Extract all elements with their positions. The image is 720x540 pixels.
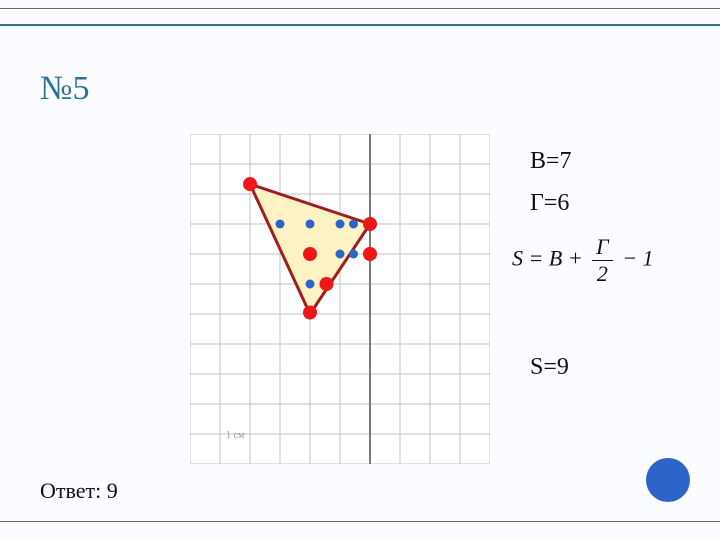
formula-frac-den: 2 (592, 260, 613, 287)
grid-svg: 1 см (190, 134, 490, 464)
formula-fraction: Г 2 (592, 234, 613, 287)
formula: S = B + Г 2 − 1 (512, 234, 654, 287)
formula-frac-num: Г (592, 234, 613, 260)
page-title: №5 (40, 70, 89, 108)
answer-label: Ответ: (40, 478, 101, 503)
formula-B: B (549, 246, 562, 271)
svg-text:1 см: 1 см (226, 430, 245, 441)
label-B: В=7 (530, 148, 572, 175)
label-G: Г=6 (530, 190, 569, 217)
top-rule (0, 8, 720, 9)
formula-eq: = (529, 246, 544, 271)
answer-line: Ответ: 9 (40, 478, 118, 504)
label-S: S=9 (530, 354, 569, 381)
formula-plus: + (568, 246, 583, 271)
formula-lhs: S (512, 246, 523, 271)
grid-figure: 1 см (190, 134, 490, 464)
header-accent-rule (0, 24, 720, 26)
slide-accent-dot (646, 458, 690, 502)
answer-value: 9 (107, 478, 118, 503)
formula-tail: − 1 (622, 246, 653, 271)
footer-rule (0, 521, 720, 522)
